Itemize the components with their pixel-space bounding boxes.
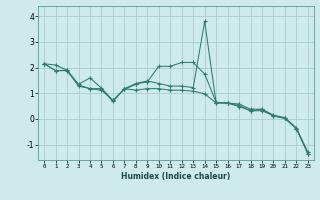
X-axis label: Humidex (Indice chaleur): Humidex (Indice chaleur) — [121, 172, 231, 181]
